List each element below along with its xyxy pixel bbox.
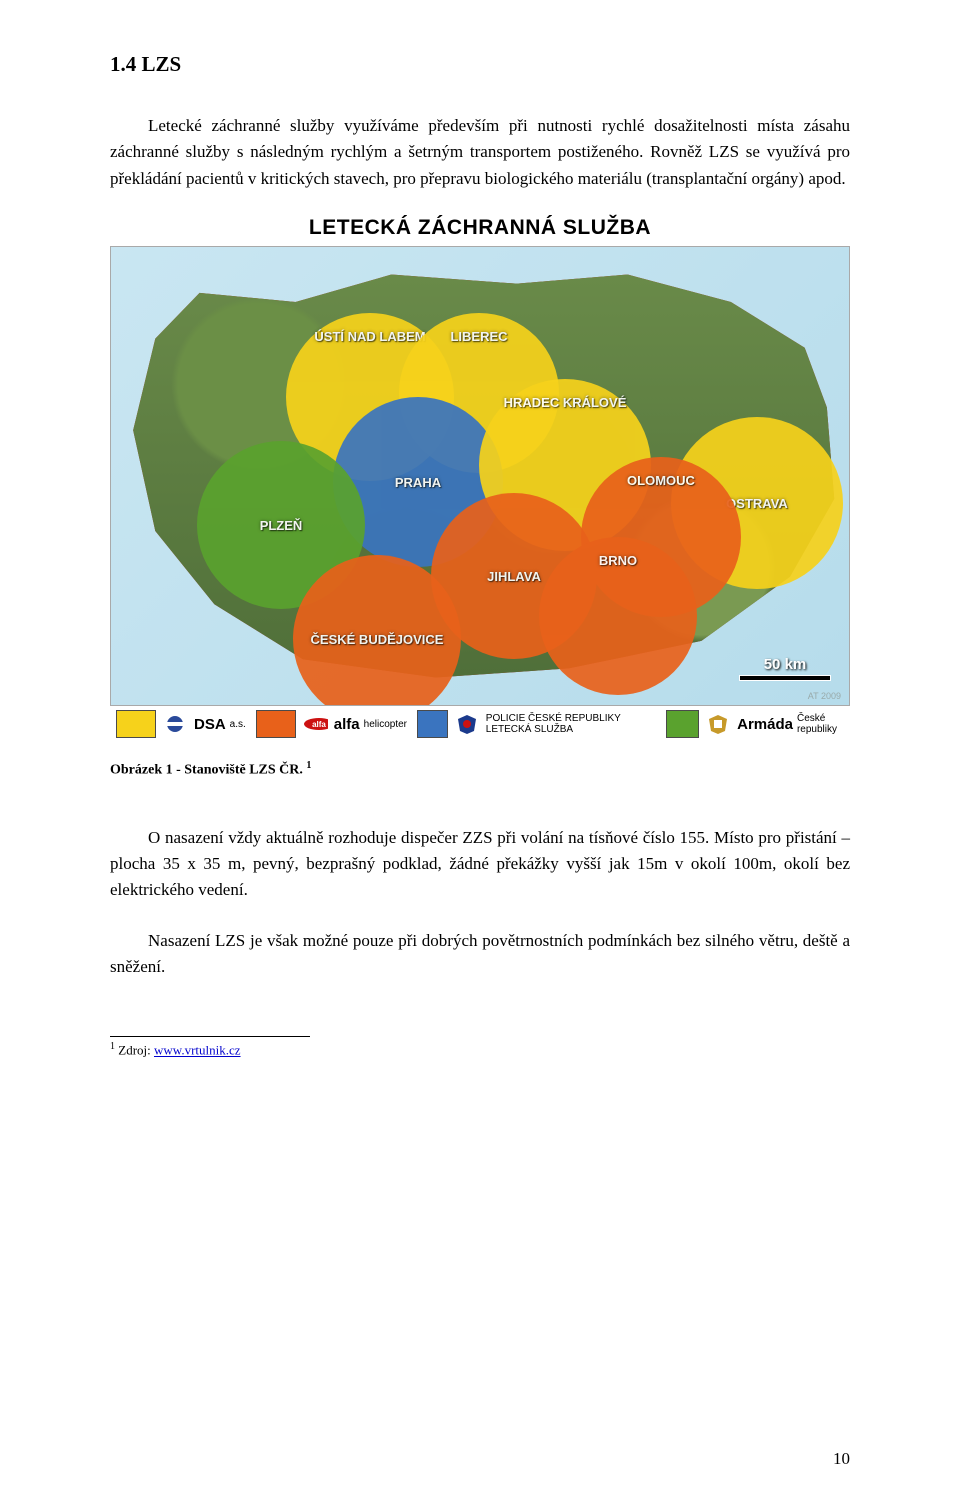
figure-lzs-map: LETECKÁ ZÁCHRANNÁ SLUŽBA ÚSTÍ NAD LABEML… <box>110 216 850 744</box>
footnote-sup: 1 <box>110 1041 115 1052</box>
scale-bar-line <box>739 675 831 681</box>
footnote-separator <box>110 1036 310 1037</box>
operator-icon <box>454 713 480 735</box>
paragraph-3: Nasazení LZS je však možné pouze při dob… <box>110 928 850 981</box>
footnote-prefix: Zdroj: <box>118 1043 154 1058</box>
coverage-label: PRAHA <box>393 473 443 492</box>
legend-item: POLICIE ČESKÉ REPUBLIKY LETECKÁ SLUŽBA <box>417 710 656 738</box>
coverage-circle: BRNO <box>539 537 697 695</box>
paragraph-1: Letecké záchranné služby využíváme přede… <box>110 113 850 192</box>
operator-icon <box>705 713 731 735</box>
coverage-label: PLZEŇ <box>258 516 305 535</box>
svg-text:alfa: alfa <box>312 720 326 729</box>
coverage-label: OLOMOUC <box>581 471 741 490</box>
scale-bar-label: 50 km <box>764 656 807 673</box>
coverage-label: ČESKÉ BUDĚJOVICE <box>309 630 446 649</box>
operator-label: POLICIE ČESKÉ REPUBLIKY LETECKÁ SLUŽBA <box>486 713 656 735</box>
legend-item: alfa alfahelicopter <box>256 710 407 738</box>
paragraph-1-text: Letecké záchranné služby využíváme přede… <box>110 116 850 188</box>
page-number: 10 <box>833 1449 850 1469</box>
map-container: ÚSTÍ NAD LABEMLIBERECPRAHAHRADEC KRÁLOVÉ… <box>110 246 850 706</box>
legend-swatch <box>116 710 156 738</box>
operator-icon <box>162 713 188 735</box>
paragraph-2: O nasazení vždy aktuálně rozhoduje dispe… <box>110 825 850 904</box>
operator-label: ArmádaČeské republiky <box>737 713 844 735</box>
scale-bar: 50 km <box>739 656 831 681</box>
legend-item: DSAa.s. <box>116 710 246 738</box>
coverage-label: JIHLAVA <box>485 567 543 586</box>
footnote-link[interactable]: www.vrtulnik.cz <box>154 1043 241 1058</box>
legend: DSAa.s. alfa alfahelicopter POLICIE ČESKÉ R… <box>110 706 850 744</box>
operator-label: DSAa.s. <box>194 716 246 733</box>
section-heading: 1.4 LZS <box>110 52 850 77</box>
figure-title: LETECKÁ ZÁCHRANNÁ SLUŽBA <box>110 216 850 240</box>
legend-swatch <box>417 710 448 738</box>
coverage-label: HRADEC KRÁLOVÉ <box>479 393 651 412</box>
legend-swatch <box>666 710 699 738</box>
legend-item: ArmádaČeské republiky <box>666 710 844 738</box>
footnote: 1 Zdroj: www.vrtulnik.cz <box>110 1041 850 1058</box>
paragraph-2-text: O nasazení vždy aktuálně rozhoduje dispe… <box>110 828 850 900</box>
operator-icon: alfa <box>302 713 328 735</box>
coverage-label: BRNO <box>539 551 697 570</box>
coverage-label: LIBEREC <box>399 327 559 346</box>
figure-caption-text: Obrázek 1 - Stanoviště LZS ČR. <box>110 763 303 778</box>
paragraph-3-text: Nasazení LZS je však možné pouze při dob… <box>110 931 850 976</box>
operator-label: alfahelicopter <box>334 716 407 733</box>
map-attribution: AT 2009 <box>808 691 841 701</box>
figure-caption-sup: 1 <box>306 760 311 771</box>
figure-caption: Obrázek 1 - Stanoviště LZS ČR. 1 <box>110 760 850 779</box>
legend-swatch <box>256 710 296 738</box>
